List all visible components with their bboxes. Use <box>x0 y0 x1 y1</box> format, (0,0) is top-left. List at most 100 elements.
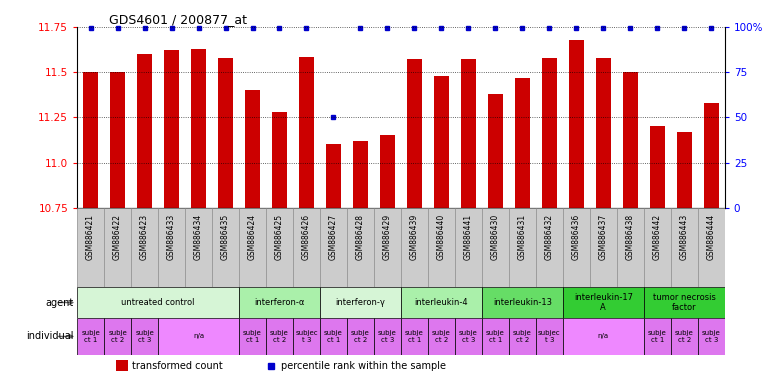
Text: untreated control: untreated control <box>121 298 195 307</box>
Text: interferon-γ: interferon-γ <box>335 298 386 307</box>
Bar <box>164 50 179 208</box>
FancyBboxPatch shape <box>266 318 293 355</box>
Text: subje
ct 2: subje ct 2 <box>432 330 451 343</box>
FancyBboxPatch shape <box>563 318 644 355</box>
Text: GSM886431: GSM886431 <box>518 214 527 260</box>
FancyBboxPatch shape <box>644 287 725 318</box>
FancyBboxPatch shape <box>482 208 509 287</box>
FancyBboxPatch shape <box>320 287 401 318</box>
Text: GSM886429: GSM886429 <box>383 214 392 260</box>
FancyBboxPatch shape <box>536 208 563 287</box>
Text: subje
ct 1: subje ct 1 <box>405 330 424 343</box>
FancyBboxPatch shape <box>428 208 455 287</box>
Bar <box>623 72 638 208</box>
Text: GSM886438: GSM886438 <box>626 214 635 260</box>
Text: subje
ct 1: subje ct 1 <box>486 330 505 343</box>
Text: subje
ct 2: subje ct 2 <box>108 330 127 343</box>
Bar <box>83 72 98 208</box>
Text: tumor necrosis
factor: tumor necrosis factor <box>653 293 715 312</box>
Text: GSM886440: GSM886440 <box>437 214 446 260</box>
FancyBboxPatch shape <box>77 318 104 355</box>
FancyBboxPatch shape <box>158 318 239 355</box>
Bar <box>488 94 503 208</box>
Bar <box>137 54 152 208</box>
FancyBboxPatch shape <box>509 318 536 355</box>
Bar <box>542 58 557 208</box>
Text: individual: individual <box>25 331 73 341</box>
Text: transformed count: transformed count <box>132 361 223 371</box>
FancyBboxPatch shape <box>185 208 212 287</box>
Text: percentile rank within the sample: percentile rank within the sample <box>281 361 446 371</box>
Bar <box>461 60 476 208</box>
Bar <box>596 58 611 208</box>
FancyBboxPatch shape <box>455 208 482 287</box>
Bar <box>380 136 395 208</box>
Text: GSM886435: GSM886435 <box>221 214 230 260</box>
FancyBboxPatch shape <box>644 208 671 287</box>
FancyBboxPatch shape <box>320 318 347 355</box>
Text: subje
ct 2: subje ct 2 <box>675 330 694 343</box>
Bar <box>704 103 719 208</box>
Bar <box>515 78 530 208</box>
Text: subje
ct 3: subje ct 3 <box>135 330 154 343</box>
Bar <box>434 76 449 208</box>
FancyBboxPatch shape <box>509 208 536 287</box>
Text: GSM886426: GSM886426 <box>302 214 311 260</box>
Text: GSM886436: GSM886436 <box>572 214 581 260</box>
Bar <box>110 72 125 208</box>
Bar <box>569 40 584 208</box>
FancyBboxPatch shape <box>536 318 563 355</box>
Text: subje
ct 1: subje ct 1 <box>648 330 667 343</box>
Text: GSM886432: GSM886432 <box>545 214 554 260</box>
Text: GSM886441: GSM886441 <box>464 214 473 260</box>
Text: GSM886444: GSM886444 <box>707 214 715 260</box>
FancyBboxPatch shape <box>644 318 671 355</box>
Bar <box>299 57 314 208</box>
Text: n/a: n/a <box>598 333 609 339</box>
Text: GSM886425: GSM886425 <box>275 214 284 260</box>
Text: GSM886422: GSM886422 <box>113 214 122 260</box>
Bar <box>191 49 206 208</box>
FancyBboxPatch shape <box>401 287 482 318</box>
FancyBboxPatch shape <box>671 318 698 355</box>
FancyBboxPatch shape <box>266 208 293 287</box>
FancyBboxPatch shape <box>428 318 455 355</box>
Text: GSM886427: GSM886427 <box>329 214 338 260</box>
Text: subje
ct 2: subje ct 2 <box>513 330 532 343</box>
FancyBboxPatch shape <box>482 287 563 318</box>
FancyBboxPatch shape <box>77 287 239 318</box>
FancyBboxPatch shape <box>347 208 374 287</box>
FancyBboxPatch shape <box>212 208 239 287</box>
Text: GDS4601 / 200877_at: GDS4601 / 200877_at <box>109 13 247 26</box>
FancyBboxPatch shape <box>401 208 428 287</box>
FancyBboxPatch shape <box>563 208 590 287</box>
Text: interferon-α: interferon-α <box>254 298 305 307</box>
FancyBboxPatch shape <box>698 318 725 355</box>
Text: GSM886433: GSM886433 <box>167 214 176 260</box>
Bar <box>272 112 287 208</box>
FancyBboxPatch shape <box>374 318 401 355</box>
FancyBboxPatch shape <box>104 318 131 355</box>
Text: subje
ct 2: subje ct 2 <box>351 330 370 343</box>
Text: subje
ct 3: subje ct 3 <box>459 330 478 343</box>
Bar <box>218 58 233 208</box>
FancyBboxPatch shape <box>104 208 131 287</box>
FancyBboxPatch shape <box>698 208 725 287</box>
Text: subjec
t 3: subjec t 3 <box>295 330 318 343</box>
Text: GSM886428: GSM886428 <box>356 214 365 260</box>
Bar <box>326 144 341 208</box>
FancyBboxPatch shape <box>239 287 320 318</box>
Text: subje
ct 1: subje ct 1 <box>243 330 262 343</box>
FancyBboxPatch shape <box>77 208 104 287</box>
Text: interleukin-4: interleukin-4 <box>415 298 468 307</box>
Text: GSM886437: GSM886437 <box>599 214 608 260</box>
FancyBboxPatch shape <box>320 208 347 287</box>
Text: GSM886423: GSM886423 <box>140 214 149 260</box>
Bar <box>245 90 260 208</box>
FancyBboxPatch shape <box>671 208 698 287</box>
FancyBboxPatch shape <box>374 208 401 287</box>
FancyBboxPatch shape <box>347 318 374 355</box>
Bar <box>407 60 422 208</box>
FancyBboxPatch shape <box>239 318 266 355</box>
Bar <box>677 132 692 208</box>
